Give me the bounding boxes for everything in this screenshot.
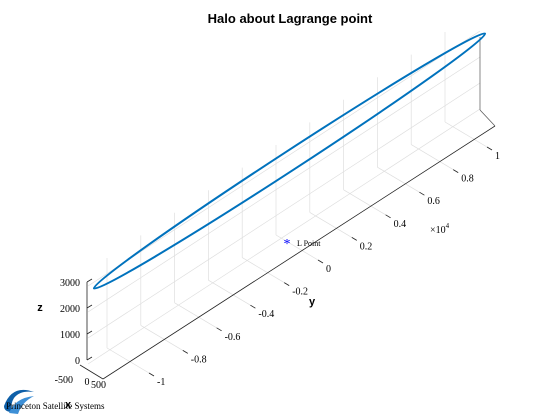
y-tick-mark [452,169,459,173]
box-edge [479,109,496,127]
x-tick-labels: -500 0 500 [55,375,106,391]
y-tick-label: -0.8 [191,354,207,365]
y-tick-mark [283,282,290,286]
chart-title: Halo about Lagrange point [208,11,373,26]
grid-line [208,279,251,306]
halo-orbit-line [92,32,487,290]
z-tick-label: 1000 [60,330,80,341]
y-tick-label: 0.4 [394,219,407,230]
x-axis-line [79,364,104,380]
z-tick-mark [86,356,93,361]
l-point-marker: * L Point [284,237,322,252]
logo-swoosh-icon [4,389,34,412]
y-tick-label: -1 [157,377,165,388]
grid-line [140,325,183,351]
y-tick-label: 1 [495,151,500,162]
z-tick-label: 0 [75,356,80,367]
grid-line [444,121,488,148]
y-tick-label: 0.8 [461,174,474,185]
axes [79,125,496,380]
z-tick-label: 2000 [60,304,80,315]
z-tick-mark [86,304,93,309]
y-tick-mark [385,214,391,219]
grid-line [343,189,386,216]
footer-logo: Princeton Satellite Systems [4,389,105,414]
l-point-star-icon: * [284,237,291,252]
y-tick-mark [351,237,358,241]
y-tick-mark [419,191,425,196]
grid-line [87,56,481,313]
y-tick-label: -0.4 [258,309,274,320]
z-tick-labels: 0 1000 2000 3000 [60,278,93,367]
grid-line [87,30,481,287]
y-tick-mark [216,327,222,332]
grid-line [174,302,217,329]
z-tick-label: 3000 [60,278,80,289]
grid-line [309,212,352,238]
y-axis-label: y [309,296,316,308]
grid-line [106,347,150,374]
y-tick-mark [486,146,493,151]
y-tick-mark [182,350,189,354]
x-tick-label: 0 [85,377,90,388]
y-tick-label: 0 [326,264,331,275]
z-tick-mark [86,278,93,283]
grid-line [87,82,481,339]
series-halo-orbit [92,32,487,290]
grid-line [275,234,319,261]
l-point-label: L Point [297,239,321,248]
logo-text: Princeton Satellite Systems [6,401,105,411]
grid-line [242,257,285,283]
logo-swoosh-accent-icon [9,396,34,414]
z-axis-label: z [37,302,43,314]
y-tick-labels: -1 -0.8 -0.6 -0.4 -0.2 0 0.2 0.4 0.6 0.8 1 [148,146,500,388]
x-axis-label: x [65,399,72,411]
y-tick-label: 0.6 [427,196,440,207]
x-tick-label: 500 [91,380,106,391]
y-tick-mark [148,372,155,377]
y-tick-label: -0.6 [225,332,241,343]
y-exponent-label: ×104 [430,222,450,236]
y-tick-mark [317,259,324,264]
y-tick-mark [250,304,256,309]
y-tick-label: -0.2 [292,287,308,298]
grid-line [411,144,454,170]
grid-line [87,108,481,365]
y-axis-line [102,125,496,380]
z-tick-mark [86,330,93,335]
x-tick-label: -500 [55,375,73,386]
y-tick-label: 0.2 [360,241,373,252]
